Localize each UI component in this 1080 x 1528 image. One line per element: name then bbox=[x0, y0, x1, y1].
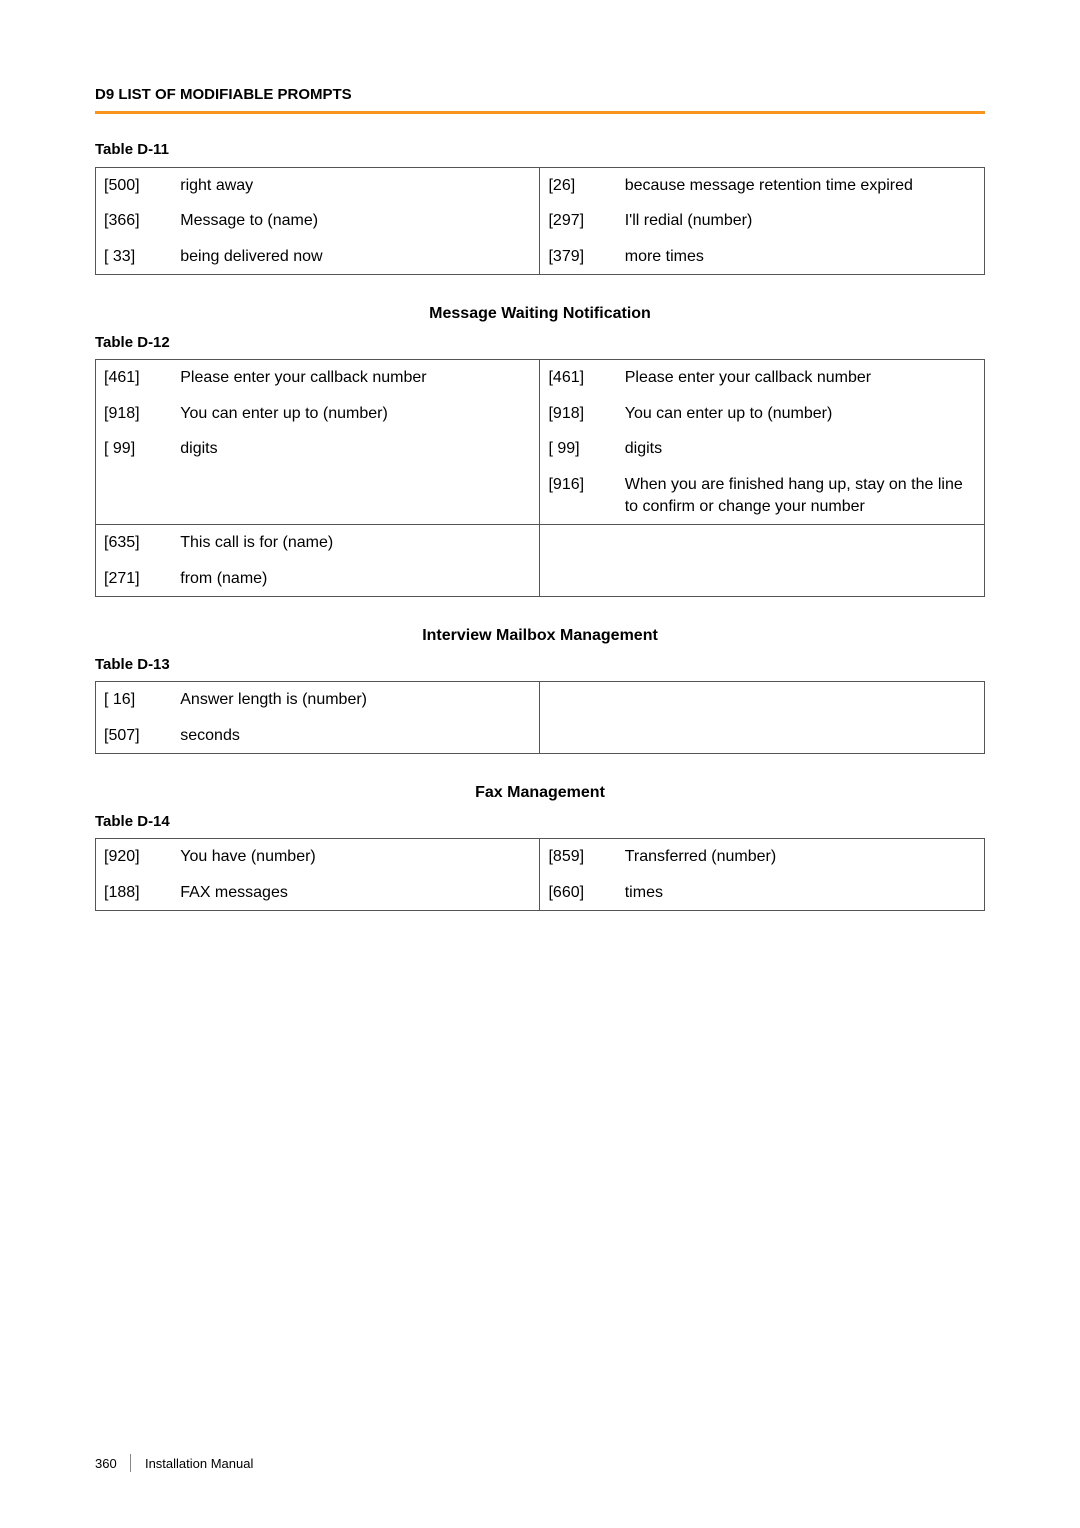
table-d13: [ 16] Answer length is (number) [507] se… bbox=[95, 681, 985, 754]
code-cell: [916] bbox=[540, 467, 617, 525]
code-cell: [271] bbox=[96, 561, 173, 597]
table-row: [635] This call is for (name) bbox=[96, 525, 985, 561]
code-cell: [859] bbox=[540, 839, 617, 875]
code-cell bbox=[96, 467, 173, 525]
header-rule bbox=[95, 111, 985, 114]
section-title-d13: Interview Mailbox Management bbox=[95, 625, 985, 647]
code-cell: [379] bbox=[540, 239, 617, 275]
code-cell: [635] bbox=[96, 525, 173, 561]
code-cell: [500] bbox=[96, 167, 173, 203]
text-cell: Message to (name) bbox=[172, 203, 540, 239]
code-cell: [297] bbox=[540, 203, 617, 239]
text-cell: When you are finished hang up, stay on t… bbox=[617, 467, 985, 525]
text-cell: times bbox=[617, 875, 985, 911]
code-cell: [188] bbox=[96, 875, 173, 911]
footer-divider bbox=[130, 1454, 131, 1472]
code-cell: [ 99] bbox=[96, 431, 173, 467]
code-cell bbox=[540, 525, 617, 561]
table-row: [ 99] digits [ 99] digits bbox=[96, 431, 985, 467]
table-d12-label: Table D-12 bbox=[95, 333, 985, 353]
table-d11-label: Table D-11 bbox=[95, 140, 985, 160]
text-cell: more times bbox=[617, 239, 985, 275]
text-cell: because message retention time expired bbox=[617, 167, 985, 203]
page-footer: 360 Installation Manual bbox=[95, 1454, 253, 1473]
page-number: 360 bbox=[95, 1456, 117, 1471]
text-cell bbox=[617, 718, 985, 754]
page-title: D9 LIST OF MODIFIABLE PROMPTS bbox=[95, 85, 985, 105]
table-row: [920] You have (number) [859] Transferre… bbox=[96, 839, 985, 875]
text-cell bbox=[617, 561, 985, 597]
text-cell: You can enter up to (number) bbox=[172, 396, 540, 432]
text-cell: You have (number) bbox=[172, 839, 540, 875]
code-cell: [ 99] bbox=[540, 431, 617, 467]
text-cell: Answer length is (number) bbox=[172, 682, 540, 718]
table-row: [271] from (name) bbox=[96, 561, 985, 597]
text-cell: Transferred (number) bbox=[617, 839, 985, 875]
code-cell: [ 16] bbox=[96, 682, 173, 718]
table-d11: [500] right away [26] because message re… bbox=[95, 167, 985, 276]
table-row: [366] Message to (name) [297] I'll redia… bbox=[96, 203, 985, 239]
code-cell bbox=[540, 682, 617, 718]
table-row: [918] You can enter up to (number) [918]… bbox=[96, 396, 985, 432]
text-cell bbox=[617, 682, 985, 718]
table-d14-label: Table D-14 bbox=[95, 812, 985, 832]
text-cell: Please enter your callback number bbox=[172, 360, 540, 396]
table-d12: [461] Please enter your callback number … bbox=[95, 359, 985, 597]
text-cell bbox=[617, 525, 985, 561]
section-title-d12: Message Waiting Notification bbox=[95, 303, 985, 325]
code-cell: [461] bbox=[540, 360, 617, 396]
code-cell: [918] bbox=[540, 396, 617, 432]
table-row: [ 16] Answer length is (number) bbox=[96, 682, 985, 718]
text-cell: You can enter up to (number) bbox=[617, 396, 985, 432]
text-cell bbox=[172, 467, 540, 525]
text-cell: digits bbox=[617, 431, 985, 467]
code-cell bbox=[540, 561, 617, 597]
text-cell: from (name) bbox=[172, 561, 540, 597]
code-cell: [918] bbox=[96, 396, 173, 432]
code-cell: [920] bbox=[96, 839, 173, 875]
code-cell: [ 33] bbox=[96, 239, 173, 275]
text-cell: digits bbox=[172, 431, 540, 467]
table-d14: [920] You have (number) [859] Transferre… bbox=[95, 838, 985, 911]
table-row: [916] When you are finished hang up, sta… bbox=[96, 467, 985, 525]
code-cell bbox=[540, 718, 617, 754]
code-cell: [660] bbox=[540, 875, 617, 911]
table-row: [188] FAX messages [660] times bbox=[96, 875, 985, 911]
table-row: [ 33] being delivered now [379] more tim… bbox=[96, 239, 985, 275]
text-cell: This call is for (name) bbox=[172, 525, 540, 561]
section-title-d14: Fax Management bbox=[95, 782, 985, 804]
text-cell: right away bbox=[172, 167, 540, 203]
table-row: [507] seconds bbox=[96, 718, 985, 754]
text-cell: FAX messages bbox=[172, 875, 540, 911]
table-row: [461] Please enter your callback number … bbox=[96, 360, 985, 396]
code-cell: [366] bbox=[96, 203, 173, 239]
code-cell: [461] bbox=[96, 360, 173, 396]
doc-title: Installation Manual bbox=[145, 1456, 253, 1471]
code-cell: [507] bbox=[96, 718, 173, 754]
text-cell: I'll redial (number) bbox=[617, 203, 985, 239]
text-cell: Please enter your callback number bbox=[617, 360, 985, 396]
text-cell: being delivered now bbox=[172, 239, 540, 275]
table-row: [500] right away [26] because message re… bbox=[96, 167, 985, 203]
code-cell: [26] bbox=[540, 167, 617, 203]
text-cell: seconds bbox=[172, 718, 540, 754]
table-d13-label: Table D-13 bbox=[95, 655, 985, 675]
